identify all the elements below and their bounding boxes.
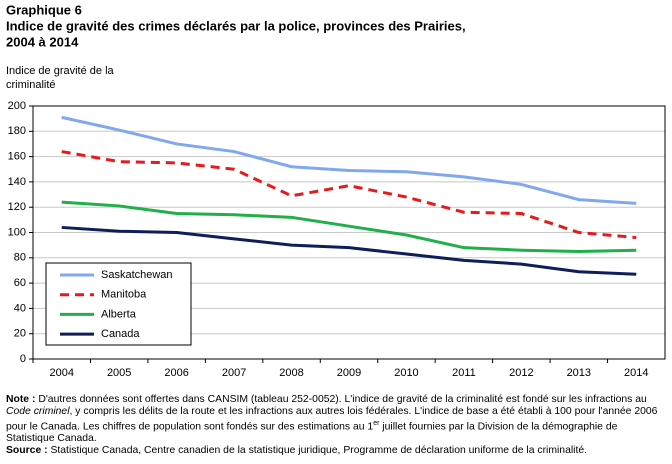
y-tick-label: 180 [8, 125, 26, 137]
notes: Note : D'autres données sont offertes da… [6, 394, 666, 457]
y-tick-label: 40 [14, 302, 26, 314]
series-line [61, 115, 637, 205]
plot-frame [32, 105, 666, 360]
note-text: D'autres données sont offertes dans CANS… [35, 394, 647, 405]
series-line [61, 225, 637, 276]
series-line [61, 150, 637, 240]
x-tick-label: 2010 [394, 367, 418, 379]
y-axis-label: criminalité [6, 79, 56, 91]
x-tick-label: 2007 [222, 367, 246, 379]
y-tick-label: 60 [14, 277, 26, 289]
y-tick-label: 140 [8, 176, 26, 188]
note-text: juillet fournies par la Division de la d… [6, 421, 618, 445]
source-label: Source : [6, 445, 48, 457]
source-text: Statistique Canada, Centre canadien de l… [47, 445, 588, 457]
y-axis-label: Indice de gravité de la [6, 65, 115, 77]
legend-label: Canada [101, 328, 140, 340]
x-tick-label: 2014 [624, 367, 648, 379]
legend-label: Saskatchewan [101, 269, 173, 281]
x-tick-label: 2006 [164, 367, 188, 379]
source: Source : Statistique Canada, Centre cana… [6, 445, 666, 457]
series-line [61, 200, 637, 253]
chart-title: Indice de gravité des crimes déclarés pa… [6, 18, 466, 33]
x-tick-label: 2012 [509, 367, 533, 379]
y-tick-label: 160 [8, 151, 26, 163]
legend-label: Manitoba [101, 289, 147, 301]
chart: Graphique 6 Indice de gravité des crimes… [6, 2, 666, 379]
note-text: , y compris les délits de la route et le… [6, 406, 658, 433]
chart-title-line2: 2004 à 2014 [6, 34, 79, 49]
y-tick-label: 0 [20, 353, 26, 365]
note: Note : D'autres données sont offertes da… [6, 394, 666, 445]
legend-box [45, 262, 192, 346]
note-label: Note : [6, 394, 36, 405]
y-tick-label: 100 [8, 226, 26, 238]
x-tick-label: 2011 [452, 367, 476, 379]
legend-label: Alberta [101, 308, 137, 320]
y-tick-label: 80 [14, 252, 26, 264]
x-tick-label: 2009 [337, 367, 361, 379]
y-tick-label: 120 [8, 201, 26, 213]
note-text: Code criminel [6, 406, 70, 417]
y-tick-label: 20 [14, 328, 26, 340]
note-text: er [373, 420, 380, 427]
x-tick-label: 2004 [49, 367, 73, 379]
chart-label: Graphique 6 [6, 2, 82, 17]
x-tick-label: 2013 [567, 367, 591, 379]
x-tick-label: 2005 [107, 367, 131, 379]
x-tick-label: 2008 [279, 367, 303, 379]
y-tick-label: 200 [8, 100, 26, 112]
